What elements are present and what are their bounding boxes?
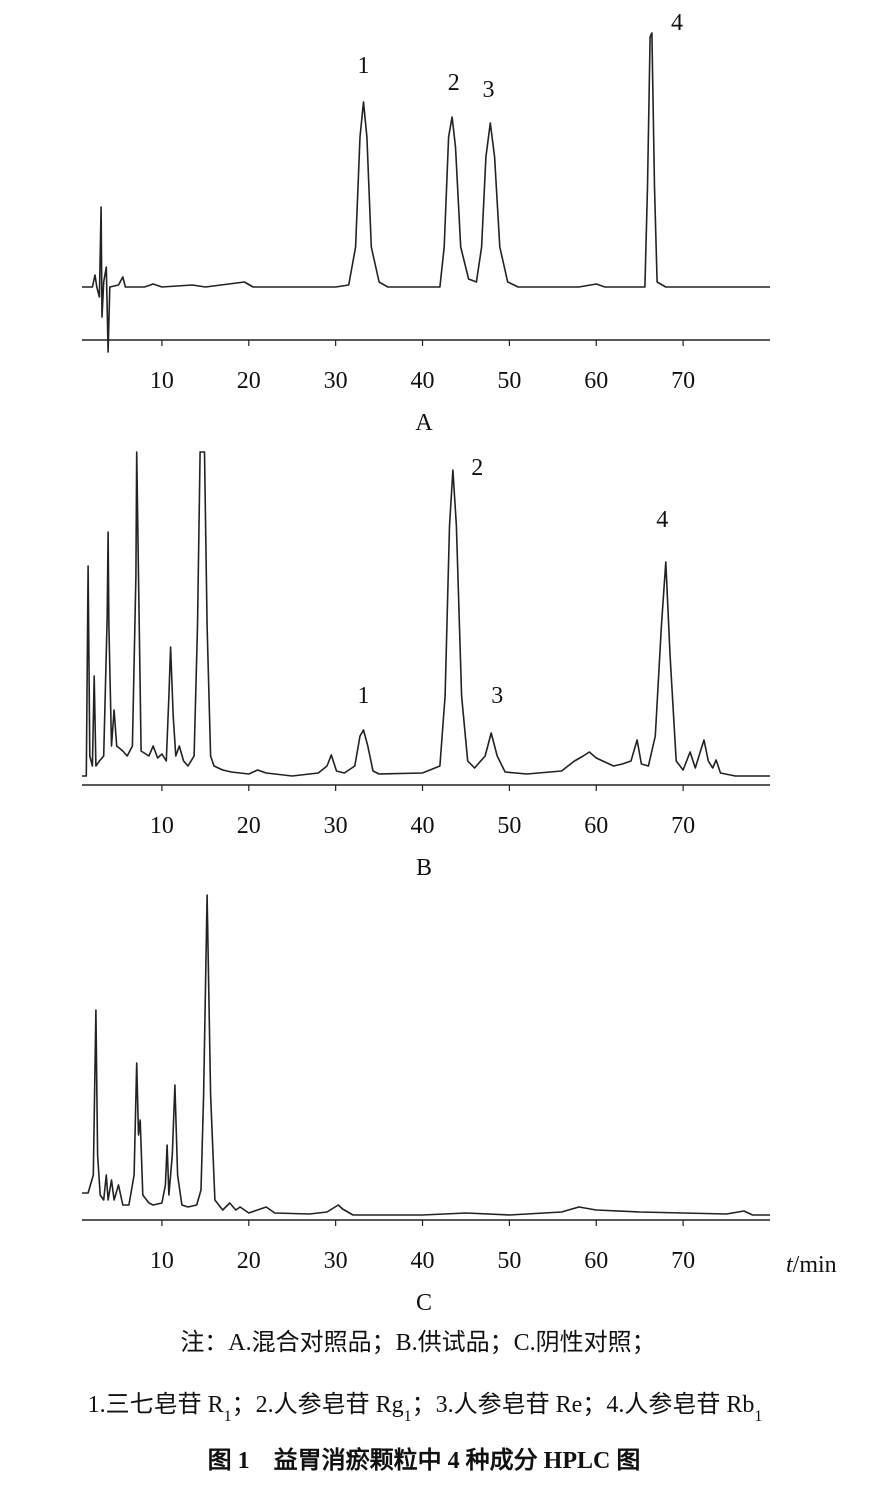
x-axis-variable: t xyxy=(786,1252,794,1278)
trace xyxy=(82,894,770,1216)
note-line: 注：A.混合对照品；B.供试品；C.阴性对照； xyxy=(180,1329,655,1356)
trace xyxy=(82,451,770,777)
panel-label: B xyxy=(416,855,432,881)
peak-label: 3 xyxy=(483,77,495,103)
figure-caption: 图 1 益胃消瘀颗粒中 4 种成分 HPLC 图 xyxy=(208,1446,641,1474)
subscript: 1 xyxy=(754,1408,762,1425)
x-tick-label: 30 xyxy=(324,368,348,394)
panel-label: A xyxy=(415,410,433,436)
x-tick-label: 40 xyxy=(411,1248,435,1274)
note-line: 1.三七皂苷 R1；2.人参皂苷 Rg1；3.人参皂苷 Re；4.人参皂苷 Rb… xyxy=(88,1391,763,1425)
x-tick-label: 70 xyxy=(671,368,695,394)
x-tick-label: 30 xyxy=(324,813,348,839)
note-text: ；3.人参皂苷 Re；4.人参皂苷 Rb xyxy=(412,1391,755,1418)
trace xyxy=(82,32,770,353)
peak-label: 4 xyxy=(671,10,683,36)
subscript: 1 xyxy=(224,1408,232,1425)
peak-label: 1 xyxy=(357,53,369,79)
peak-label: 2 xyxy=(471,455,483,481)
peak-label: 4 xyxy=(656,507,668,533)
note-text: ；2.人参皂苷 Rg xyxy=(232,1391,404,1418)
x-tick-label: 50 xyxy=(497,368,521,394)
x-tick-label: 40 xyxy=(411,368,435,394)
x-axis-unit: /min xyxy=(793,1252,837,1278)
x-tick-label: 20 xyxy=(237,813,261,839)
x-tick-label: 20 xyxy=(237,1248,261,1274)
note-text: 1.三七皂苷 R xyxy=(88,1391,224,1418)
x-tick-label: 60 xyxy=(584,1248,608,1274)
x-tick-label: 10 xyxy=(150,1248,174,1274)
x-tick-label: 20 xyxy=(237,368,261,394)
x-tick-label: 70 xyxy=(671,813,695,839)
x-tick-label: 10 xyxy=(150,368,174,394)
x-tick-label: 60 xyxy=(584,813,608,839)
x-tick-label: 40 xyxy=(411,813,435,839)
x-tick-label: 50 xyxy=(497,1248,521,1274)
peak-label: 2 xyxy=(448,70,460,96)
x-tick-label: 60 xyxy=(584,368,608,394)
peak-label: 1 xyxy=(357,683,369,709)
x-tick-label: 30 xyxy=(324,1248,348,1274)
x-axis-label: t/min xyxy=(786,1252,837,1278)
x-tick-label: 50 xyxy=(497,813,521,839)
peak-label: 3 xyxy=(491,683,503,709)
panel-label: C xyxy=(416,1290,432,1316)
x-tick-label: 10 xyxy=(150,813,174,839)
subscript: 1 xyxy=(404,1408,412,1425)
x-tick-label: 70 xyxy=(671,1248,695,1274)
